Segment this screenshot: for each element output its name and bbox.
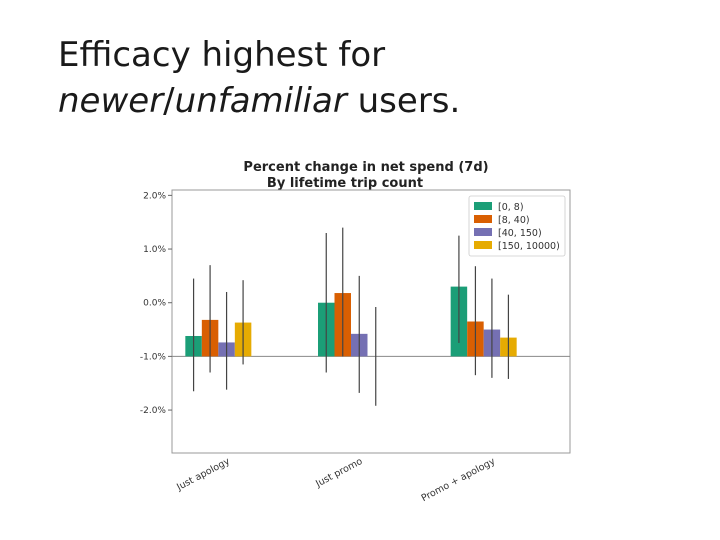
title-line-2: newer/unfamiliar users. — [58, 78, 460, 124]
legend-label: [0, 8) — [498, 202, 524, 213]
y-axis: 2.0% 1.0% 0.0% -1.0% -2.0% — [140, 191, 172, 416]
title-line-1: Efficacy highest for — [58, 35, 386, 75]
title-tail: users. — [346, 81, 461, 121]
category-label: Promo + apology — [420, 456, 498, 504]
y-tick-label: -1.0% — [140, 352, 167, 362]
legend-label: [150, 10000) — [498, 241, 560, 252]
legend-box — [468, 195, 566, 257]
error-bars-group — [192, 227, 510, 406]
y-tick-label: 2.0% — [143, 191, 166, 201]
legend-label: [40, 150) — [498, 228, 542, 239]
y-tick-label: -2.0% — [140, 406, 167, 416]
chart-subtitle: By lifetime trip count — [267, 176, 423, 191]
legend-swatch — [474, 215, 492, 223]
x-axis-categories: Just apology Just promo Promo + apology — [174, 456, 497, 504]
legend-swatch — [474, 202, 492, 210]
net-spend-bar-chart: Percent change in net spend (7d) By life… — [140, 160, 571, 504]
y-tick-label: 1.0% — [143, 245, 166, 255]
title-emphasis-unfamiliar: unfamiliar — [174, 81, 347, 121]
legend-swatch — [474, 228, 492, 236]
plot-frame — [171, 189, 571, 454]
chart-title: Percent change in net spend (7d) — [243, 160, 488, 175]
slide-title: Efficacy highest for newer/unfamiliar use… — [58, 32, 460, 124]
category-label: Just promo — [313, 456, 364, 490]
legend: [0, 8) [8, 40) [40, 150) [150, 10000) — [468, 195, 566, 257]
legend-swatch — [474, 241, 492, 249]
title-separator: / — [163, 81, 175, 121]
category-label: Just apology — [174, 456, 232, 494]
legend-label: [8, 40) — [498, 215, 530, 226]
y-tick-label: 0.0% — [143, 299, 166, 309]
bars-group — [185, 286, 517, 357]
title-emphasis-newer: newer — [58, 81, 164, 121]
